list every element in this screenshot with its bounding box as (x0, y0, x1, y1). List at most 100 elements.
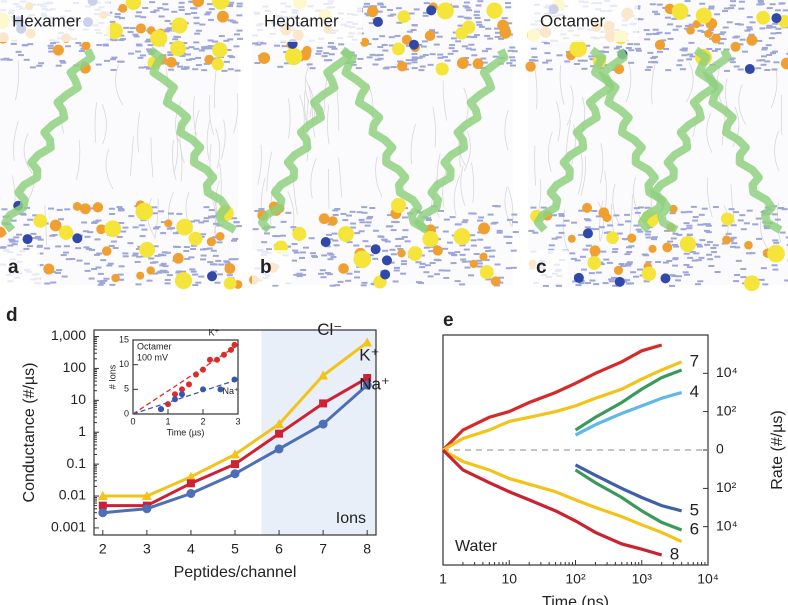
lipid-tail (208, 95, 215, 136)
water (109, 213, 116, 216)
water (761, 48, 768, 51)
water (309, 252, 316, 255)
marker (362, 337, 373, 347)
water (422, 11, 429, 14)
water (449, 44, 456, 47)
water (354, 276, 361, 279)
lipid-tail (310, 158, 317, 199)
water (91, 221, 98, 224)
water (144, 40, 151, 43)
water (714, 48, 721, 51)
lipid-tail (463, 131, 471, 172)
water (501, 17, 508, 20)
water (226, 274, 233, 277)
water (116, 235, 123, 238)
water (390, 229, 397, 232)
water (492, 221, 499, 224)
water (93, 253, 100, 256)
water (587, 227, 594, 230)
water (589, 279, 596, 282)
water (506, 241, 513, 244)
ion (258, 52, 271, 64)
helix (1, 48, 96, 233)
water (6, 58, 13, 61)
water (779, 231, 786, 234)
water (221, 69, 228, 72)
water (468, 212, 475, 215)
water (372, 63, 379, 66)
water (118, 221, 125, 224)
water (683, 263, 690, 266)
lipid-tail (612, 183, 620, 225)
water (744, 29, 751, 32)
water (459, 283, 466, 286)
water (327, 258, 334, 261)
water (296, 272, 303, 275)
ion (499, 26, 512, 39)
water (44, 247, 51, 250)
x-tick-label: 4 (187, 541, 195, 557)
water (509, 64, 516, 67)
water (384, 240, 391, 243)
water (484, 34, 491, 37)
water (766, 7, 773, 10)
ion (695, 7, 712, 24)
water (598, 263, 605, 266)
water (83, 262, 90, 265)
water (102, 43, 109, 46)
x-tick-label: 3 (143, 541, 151, 557)
water (176, 270, 183, 273)
water (626, 251, 633, 254)
water (209, 216, 216, 219)
water (756, 39, 763, 42)
ion (150, 29, 168, 47)
water (470, 244, 477, 247)
water (635, 228, 642, 231)
water (578, 209, 585, 212)
water (91, 268, 98, 271)
ion (58, 225, 74, 240)
water (162, 8, 169, 11)
marker (275, 429, 284, 438)
water (372, 229, 379, 232)
water (228, 258, 235, 261)
water (16, 233, 23, 236)
water (450, 262, 457, 265)
water (159, 269, 166, 272)
water (364, 12, 371, 15)
water (729, 4, 736, 7)
ion (686, 26, 695, 35)
lipid-tail (442, 80, 448, 121)
ion (366, 5, 379, 18)
water (232, 258, 239, 261)
water (233, 221, 240, 224)
water (361, 206, 368, 209)
point (214, 356, 220, 363)
ion (654, 39, 666, 50)
water (36, 64, 43, 67)
water (120, 230, 127, 233)
water (697, 280, 704, 283)
water (128, 52, 135, 55)
ion (171, 17, 188, 34)
water (682, 271, 689, 274)
water (116, 206, 123, 209)
water (563, 219, 570, 222)
water (512, 221, 519, 224)
water (734, 23, 741, 26)
water (756, 3, 763, 6)
panel-title: Heptamer (264, 11, 339, 30)
water (764, 68, 771, 71)
lipid-tail (566, 85, 574, 126)
water (628, 61, 635, 64)
water (598, 226, 605, 229)
water (648, 61, 655, 64)
water (701, 31, 708, 34)
water (333, 244, 340, 247)
water (708, 5, 715, 8)
water (773, 61, 780, 64)
water (763, 227, 770, 230)
water (108, 207, 115, 210)
water (761, 46, 768, 49)
point (186, 381, 192, 388)
